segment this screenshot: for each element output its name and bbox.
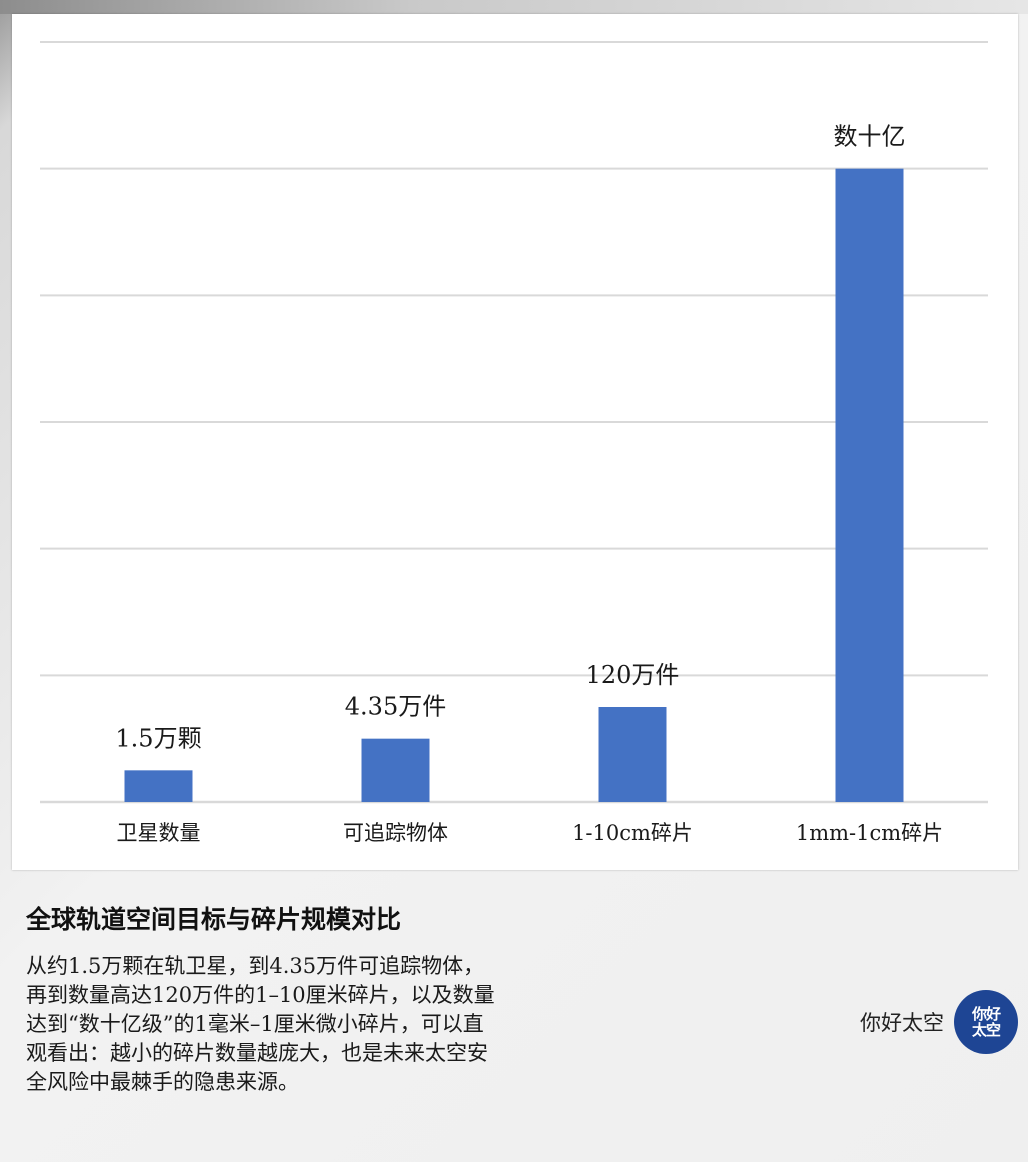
data-label: 1.5万颗 xyxy=(115,724,201,752)
data-label: 4.35万件 xyxy=(345,693,446,721)
bar xyxy=(835,168,904,802)
bar xyxy=(598,707,667,802)
bar-chart: 1.5万颗 4.35万件 120万件 数十亿 卫星数量 可追踪物体 1-10cm碎片 1mm… xyxy=(40,41,988,845)
brand: 你好太空 你好 太空 xyxy=(860,990,1018,1054)
brand-logo-line2: 太空 xyxy=(971,1021,1001,1039)
category-labels: 卫星数量 可追踪物体 1-10cm碎片 1mm-1cm碎片 xyxy=(117,821,944,845)
brand-logo-line1: 你好 xyxy=(971,1005,1001,1023)
brand-logo-icon: 你好 太空 xyxy=(954,990,1018,1054)
caption-title: 全球轨道空间目标与碎片规模对比 xyxy=(26,905,402,934)
x-tick-label: 1mm-1cm碎片 xyxy=(796,821,943,845)
value-labels: 1.5万颗 4.35万件 120万件 数十亿 xyxy=(115,123,905,753)
chart-card: 1.5万颗 4.35万件 120万件 数十亿 卫星数量 可追踪物体 1-10cm碎片 1mm… xyxy=(12,14,1018,870)
data-label: 120万件 xyxy=(586,661,680,689)
brand-name: 你好太空 xyxy=(860,1011,944,1035)
gridlines xyxy=(40,41,988,804)
x-tick-label: 可追踪物体 xyxy=(343,821,448,845)
caption-body: 从约1.5万颗在轨卫星，到4.35万件可追踪物体，再到数量高达120万件的1–1… xyxy=(26,954,495,1094)
x-tick-label: 1-10cm碎片 xyxy=(572,821,693,845)
bars xyxy=(124,168,904,802)
data-label: 数十亿 xyxy=(834,123,906,151)
top-strip xyxy=(0,0,1028,14)
bar xyxy=(361,738,430,802)
bar xyxy=(124,770,193,802)
x-tick-label: 卫星数量 xyxy=(117,821,201,845)
